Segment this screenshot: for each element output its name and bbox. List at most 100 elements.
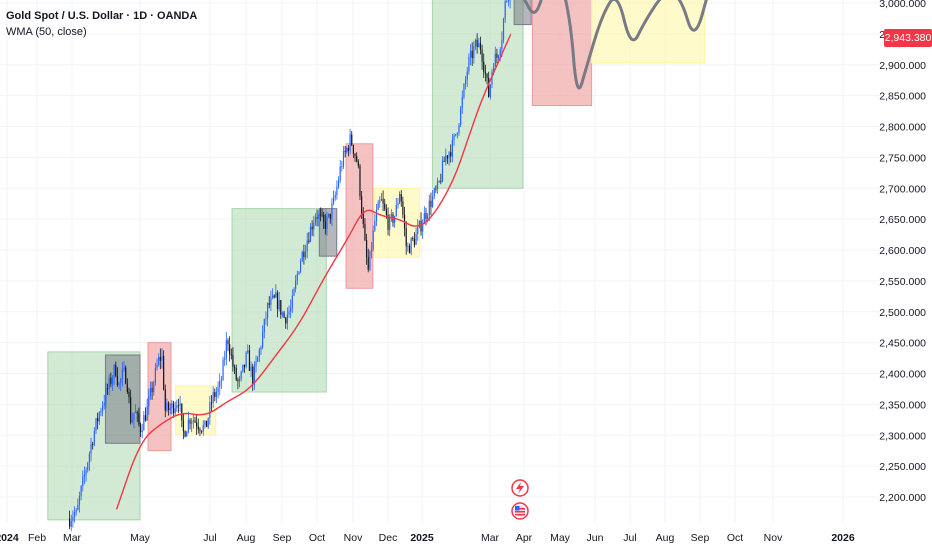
- candle-body: [379, 201, 380, 203]
- candle-body: [181, 404, 182, 421]
- x-axis[interactable]: 2024FebMarMayJulAugSepOctNovDec2025MarAp…: [0, 532, 855, 544]
- candle-body: [226, 340, 227, 358]
- candle-body: [97, 418, 98, 421]
- candle-body: [401, 194, 402, 201]
- candle-body: [199, 429, 200, 431]
- candle-body: [369, 251, 370, 270]
- candle-body: [137, 412, 138, 413]
- y-tick-label: 2,750.000: [879, 152, 926, 164]
- y-tick-label: 2,400.000: [879, 369, 926, 381]
- candle-body: [267, 303, 268, 318]
- candle-body: [415, 234, 416, 245]
- y-tick-label: 2,300.000: [879, 430, 926, 442]
- symbol-title[interactable]: Gold Spot / U.S. Dollar · 1D · OANDA: [6, 8, 197, 24]
- candle-body: [399, 194, 400, 203]
- candle-body: [257, 357, 258, 361]
- candle-body: [217, 387, 218, 392]
- candle-body: [148, 396, 149, 406]
- candle-body: [274, 296, 275, 298]
- candle-body: [132, 420, 133, 422]
- lightning-icon[interactable]: [512, 480, 528, 496]
- candle-body: [407, 246, 408, 247]
- candle-body: [373, 230, 374, 249]
- candle-body: [460, 108, 461, 125]
- candle-body: [184, 431, 185, 436]
- candle-body: [503, 19, 504, 40]
- candle-body: [397, 203, 398, 205]
- candle-body: [406, 228, 407, 246]
- candle-body: [414, 239, 415, 245]
- candle-body: [123, 368, 124, 370]
- candle-body: [364, 224, 365, 240]
- candle-body: [331, 204, 332, 219]
- candle-body: [290, 308, 291, 312]
- candle-body: [429, 201, 430, 216]
- candle-body: [297, 274, 298, 280]
- x-tick-label: May: [130, 532, 151, 544]
- candle-body: [269, 303, 270, 304]
- candle-body: [247, 350, 248, 352]
- candle-body: [444, 161, 445, 162]
- y-tick-label: 2,650.000: [879, 214, 926, 226]
- candle-body: [432, 196, 433, 207]
- candle-body: [435, 189, 436, 190]
- candle-body: [450, 152, 451, 156]
- candle-body: [359, 166, 360, 196]
- candle-body: [341, 166, 342, 167]
- us-flag-icon[interactable]: [512, 503, 528, 519]
- candle-body: [468, 57, 469, 72]
- candle-body: [79, 496, 80, 505]
- candle-body: [168, 403, 169, 410]
- candle-body: [104, 403, 105, 406]
- candle-body: [171, 403, 172, 408]
- candle-body: [265, 318, 266, 319]
- candle-body: [237, 379, 238, 381]
- candle-body: [133, 413, 134, 421]
- x-tick-label: Sep: [691, 532, 710, 544]
- candle-body: [77, 505, 78, 511]
- candle-body: [145, 415, 146, 420]
- x-tick-label: Dec: [379, 532, 398, 544]
- candle-body: [427, 215, 428, 218]
- candle-body: [234, 367, 235, 368]
- candle-body: [480, 43, 481, 49]
- candle-body: [313, 223, 314, 229]
- x-tick-label: Oct: [727, 532, 743, 544]
- candle-body: [391, 214, 392, 216]
- candle-body: [71, 521, 72, 527]
- candle-body: [115, 365, 116, 376]
- candle-body: [463, 84, 464, 96]
- last-price-label: 2,943.380: [884, 29, 932, 47]
- candle-body: [227, 340, 228, 344]
- candle-body: [328, 214, 329, 216]
- candle-body: [84, 474, 85, 476]
- candle-body: [270, 298, 271, 305]
- x-tick-label: Apr: [516, 532, 533, 544]
- zone-red: [532, 0, 591, 106]
- x-tick-label: 2024: [0, 532, 19, 544]
- candle-body: [209, 402, 210, 418]
- candle-body: [430, 201, 431, 207]
- y-tick-label: 3,000.000: [879, 0, 926, 10]
- candle-body: [142, 430, 143, 432]
- candle-body: [308, 241, 309, 242]
- candle-body: [122, 370, 123, 379]
- y-tick-label: 2,500.000: [879, 307, 926, 319]
- candle-body: [302, 252, 303, 262]
- indicator-label[interactable]: WMA (50, close): [6, 24, 197, 40]
- candle-body: [160, 357, 161, 361]
- y-tick-label: 2,350.000: [879, 399, 926, 411]
- candle-body: [130, 397, 131, 422]
- zones: [48, 0, 705, 520]
- x-tick-label: Jul: [203, 532, 216, 544]
- candle-body: [346, 148, 347, 152]
- y-axis[interactable]: 3,000.0002,950.0002,900.0002,850.0002,80…: [879, 0, 926, 504]
- candle-body: [208, 418, 209, 427]
- candle-body: [287, 314, 288, 323]
- candle-body: [140, 424, 141, 432]
- candle-body: [216, 392, 217, 397]
- candle-body: [102, 406, 103, 411]
- x-tick-label: 2025: [410, 532, 434, 544]
